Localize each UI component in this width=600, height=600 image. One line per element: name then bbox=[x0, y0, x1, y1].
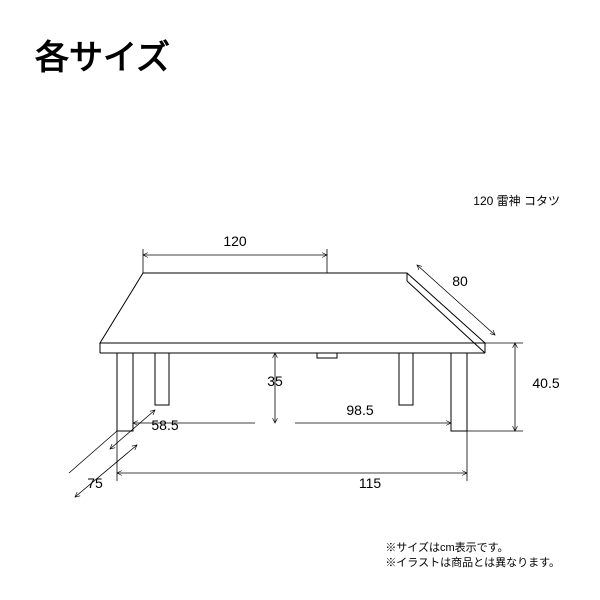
page-title: 各サイズ bbox=[35, 30, 170, 79]
dim-top-width: 120 bbox=[210, 233, 260, 249]
dim-left-inner: 58.5 bbox=[140, 417, 190, 433]
dim-left-outer: 75 bbox=[75, 475, 115, 491]
dim-inner-height: 35 bbox=[255, 373, 295, 389]
dimension-diagram: 120 80 40.5 35 98.5 115 58.5 75 bbox=[55, 225, 545, 525]
table-svg bbox=[55, 225, 545, 525]
footnote-2: ※イラストは商品とは異なります。 bbox=[385, 556, 560, 570]
footnote-1: ※サイズはcm表示です。 bbox=[385, 541, 560, 555]
dim-bottom-width: 115 bbox=[345, 475, 395, 491]
footnotes: ※サイズはcm表示です。 ※イラストは商品とは異なります。 bbox=[385, 541, 560, 570]
dim-height: 40.5 bbox=[521, 375, 571, 391]
dim-inner-width: 98.5 bbox=[330, 402, 390, 418]
dim-top-depth: 80 bbox=[440, 273, 480, 289]
product-name: 120 雷神 コタツ bbox=[473, 192, 560, 209]
